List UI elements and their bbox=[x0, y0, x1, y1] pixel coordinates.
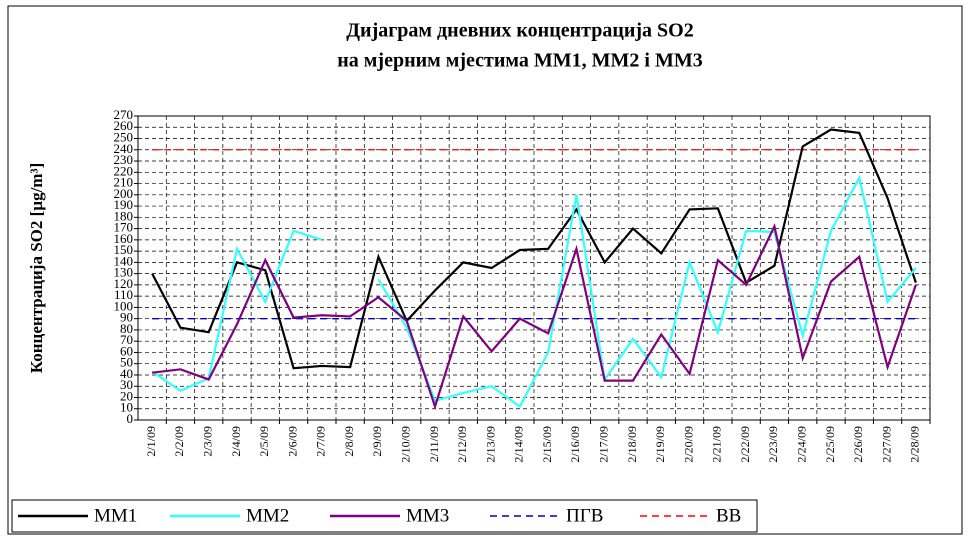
x-tick-label: 2/1/09 bbox=[144, 426, 158, 457]
x-tick-label: 2/14/09 bbox=[512, 426, 526, 463]
x-tick-label: 2/6/09 bbox=[285, 426, 299, 457]
x-tick-label: 2/21/09 bbox=[710, 426, 724, 463]
x-tick-label: 2/28/09 bbox=[908, 426, 922, 463]
x-tick-label: 2/22/09 bbox=[738, 426, 752, 463]
x-tick-label: 2/27/09 bbox=[879, 426, 893, 463]
series-line bbox=[151, 128, 917, 370]
y-tick-label: 10 bbox=[120, 400, 133, 415]
x-tick-label: 2/11/09 bbox=[427, 426, 441, 462]
y-tick-label: 90 bbox=[120, 310, 133, 325]
legend-label: ПГВ bbox=[566, 505, 603, 526]
x-tick-label: 2/15/09 bbox=[540, 426, 554, 463]
y-tick-label: 120 bbox=[114, 276, 134, 291]
series-line bbox=[152, 222, 917, 411]
legend-label: ВВ bbox=[716, 505, 741, 526]
y-tick-label: 150 bbox=[114, 242, 134, 257]
y-tick-label: 100 bbox=[114, 298, 134, 313]
y-tick-label: 60 bbox=[120, 343, 133, 358]
x-tick-label: 2/5/09 bbox=[257, 426, 271, 457]
y-tick-label: 270 bbox=[114, 107, 134, 122]
y-tick-label: 230 bbox=[114, 152, 134, 167]
y-tick-label: 200 bbox=[114, 186, 134, 201]
x-tick-label: 2/16/09 bbox=[568, 426, 582, 463]
x-tick-label: 2/10/09 bbox=[398, 426, 412, 463]
chart-title: Дијаграм дневних концентрација SO2 bbox=[346, 20, 693, 42]
x-tick-label: 2/20/09 bbox=[681, 426, 695, 463]
y-tick-label: 130 bbox=[114, 265, 134, 280]
x-tick-label: 2/9/09 bbox=[370, 426, 384, 457]
y-tick-label: 0 bbox=[127, 411, 134, 426]
legend-label: ММ2 bbox=[246, 505, 289, 526]
x-tick-label: 2/4/09 bbox=[229, 426, 243, 457]
x-tick-label: 2/19/09 bbox=[653, 426, 667, 463]
x-tick-label: 2/18/09 bbox=[625, 426, 639, 463]
y-tick-label: 80 bbox=[120, 321, 133, 336]
y-tick-label: 20 bbox=[120, 388, 133, 403]
y-tick-label: 50 bbox=[120, 355, 133, 370]
y-tick-label: 220 bbox=[114, 163, 134, 178]
x-tick-label: 2/3/09 bbox=[200, 426, 214, 457]
y-tick-label: 250 bbox=[114, 130, 134, 145]
x-tick-label: 2/24/09 bbox=[794, 426, 808, 463]
x-tick-label: 2/26/09 bbox=[851, 426, 865, 463]
x-tick-label: 2/2/09 bbox=[172, 426, 186, 457]
y-tick-label: 180 bbox=[114, 208, 134, 223]
y-tick-label: 30 bbox=[120, 377, 133, 392]
y-tick-label: 190 bbox=[114, 197, 134, 212]
x-tick-label: 2/17/09 bbox=[596, 426, 610, 463]
y-tick-label: 70 bbox=[120, 332, 133, 347]
x-tick-label: 2/7/09 bbox=[314, 426, 328, 457]
y-tick-label: 160 bbox=[114, 231, 134, 246]
chart-title: на мјерним мјестима ММ1, ММ2 і ММ3 bbox=[337, 50, 702, 72]
y-tick-label: 260 bbox=[114, 118, 134, 133]
y-tick-label: 40 bbox=[120, 366, 133, 381]
y-tick-label: 210 bbox=[114, 175, 134, 190]
x-tick-label: 2/23/09 bbox=[766, 426, 780, 463]
legend-label: ММ3 bbox=[406, 505, 449, 526]
legend-label: ММ1 bbox=[94, 505, 137, 526]
y-tick-label: 170 bbox=[114, 220, 134, 235]
x-tick-label: 2/13/09 bbox=[483, 426, 497, 463]
y-tick-label: 240 bbox=[114, 141, 134, 156]
y-tick-label: 110 bbox=[114, 287, 133, 302]
y-tick-label: 140 bbox=[114, 253, 134, 268]
x-tick-label: 2/12/09 bbox=[455, 426, 469, 463]
x-tick-label: 2/8/09 bbox=[342, 426, 356, 457]
x-tick-label: 2/25/09 bbox=[823, 426, 837, 463]
y-axis-label: Концентрација SO2 [µg/m³] bbox=[27, 163, 46, 373]
